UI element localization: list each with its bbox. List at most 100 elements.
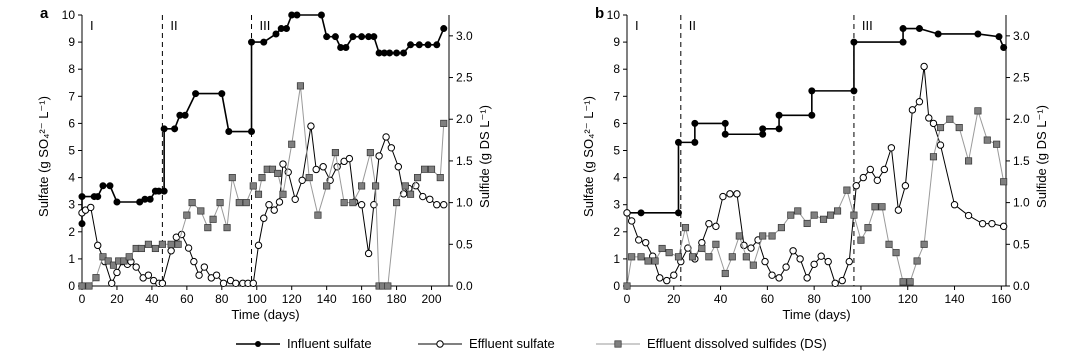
- ds-point: [258, 174, 266, 182]
- effluent-point: [260, 214, 268, 222]
- effluent-point: [925, 114, 933, 122]
- influent-point: [218, 90, 226, 98]
- effluent-point: [312, 165, 320, 174]
- left-tick-label: 2: [68, 225, 75, 239]
- influent-point: [323, 33, 331, 41]
- influent-point: [995, 33, 1003, 41]
- left-tick-label: 3: [613, 198, 620, 212]
- ds-point: [674, 253, 683, 261]
- effluent-point: [279, 160, 287, 168]
- phase-label: III: [862, 18, 873, 33]
- ds-point: [120, 257, 128, 265]
- left-tick-label: 9: [68, 35, 75, 49]
- left-tick-label: 10: [607, 8, 621, 22]
- effluent-point: [747, 244, 755, 252]
- influent-point: [171, 125, 179, 133]
- effluent-point: [964, 211, 973, 220]
- panel-a: 0 1 2 3 4 5 6 7 8 9 10 0.0 0.5 1.0 1.5 2.0 2.5 3.0 0 20 40 60…: [36, 5, 492, 322]
- ds-point: [235, 199, 243, 207]
- effluent-point: [999, 222, 1008, 231]
- effluent-point: [319, 163, 327, 171]
- influent-point: [407, 41, 415, 49]
- influent-point: [106, 182, 114, 190]
- effluent-point: [219, 279, 228, 287]
- left-tick-label: 7: [613, 89, 620, 103]
- effluent-point: [920, 62, 928, 71]
- influent-point: [160, 125, 168, 133]
- effluent-point: [670, 271, 678, 279]
- ds-point: [920, 240, 928, 248]
- left-tick-label: 8: [613, 62, 620, 76]
- ds-point: [810, 211, 818, 219]
- effluent-point: [845, 257, 853, 266]
- ds-point: [728, 253, 736, 261]
- effluent-point: [364, 249, 373, 258]
- influent-point: [899, 38, 907, 46]
- effluent-point: [634, 236, 643, 244]
- influent-point: [136, 198, 144, 206]
- ds-point: [104, 257, 112, 265]
- effluent-point: [623, 209, 631, 217]
- effluent-point: [978, 219, 987, 228]
- x-tick-label: 60: [180, 292, 194, 306]
- ds-point: [864, 224, 872, 232]
- x-tick-label: 140: [945, 292, 965, 306]
- influent-point: [94, 193, 102, 201]
- left-tick-label: 5: [613, 144, 620, 158]
- ds-point: [174, 240, 182, 248]
- right-tick-label: 2.0: [456, 112, 473, 126]
- effluent-point: [195, 271, 203, 279]
- right-tick-label: 1.0: [1013, 196, 1030, 210]
- effluent-point: [768, 271, 776, 279]
- ds-point: [216, 199, 224, 207]
- effluent-point: [705, 219, 713, 228]
- ds-point: [137, 244, 145, 253]
- ds-point: [857, 236, 865, 244]
- influent-point: [181, 111, 189, 119]
- phase-label: II: [689, 18, 696, 33]
- right-tick-label: 2.5: [1013, 71, 1030, 85]
- panel-label: b: [595, 5, 604, 22]
- ds-point: [623, 282, 631, 290]
- ds-point: [242, 199, 250, 207]
- effluent-point: [859, 173, 867, 182]
- ds-point: [296, 82, 305, 90]
- effluent-point: [232, 279, 240, 287]
- ds-point: [878, 203, 886, 211]
- ds-point: [401, 182, 409, 190]
- x-tick-label: 100: [247, 292, 267, 306]
- ds-point: [323, 182, 331, 190]
- influent-point: [293, 11, 301, 19]
- left-tick-label: 2: [613, 225, 620, 239]
- effluent-point: [270, 206, 278, 214]
- ds-point: [358, 182, 366, 190]
- influent-point: [759, 125, 767, 133]
- ds-point: [712, 240, 720, 248]
- effluent-point: [433, 201, 441, 209]
- left-tick-label: 0: [613, 279, 620, 293]
- effluent-point: [113, 268, 121, 277]
- ds-point: [936, 124, 945, 132]
- legend-influent-label: Influent sulfate: [287, 336, 372, 351]
- x-tick-label: 20: [110, 292, 124, 306]
- influent-point: [808, 111, 816, 119]
- ds-point: [705, 253, 713, 261]
- legend-ds-marker: [614, 340, 622, 348]
- effluent-point: [265, 201, 273, 209]
- effluent-point: [144, 271, 153, 279]
- effluent-point: [866, 165, 875, 174]
- effluent-point: [184, 244, 193, 252]
- x-tick-label: 40: [145, 292, 159, 306]
- x-tick-label: 0: [624, 292, 631, 306]
- ds-point: [78, 282, 86, 290]
- influent-point: [775, 125, 783, 133]
- ds-point: [427, 165, 436, 173]
- effluent-point: [887, 144, 896, 152]
- ds-point: [681, 224, 690, 232]
- right-axis-label: Sulfide (g DS L⁻¹): [1034, 105, 1049, 208]
- ds-point: [340, 199, 348, 207]
- right-tick-label: 1.0: [456, 196, 473, 210]
- right-tick-label: 1.5: [456, 154, 473, 168]
- effluent-point: [726, 190, 734, 198]
- legend-influent-marker: [255, 341, 261, 347]
